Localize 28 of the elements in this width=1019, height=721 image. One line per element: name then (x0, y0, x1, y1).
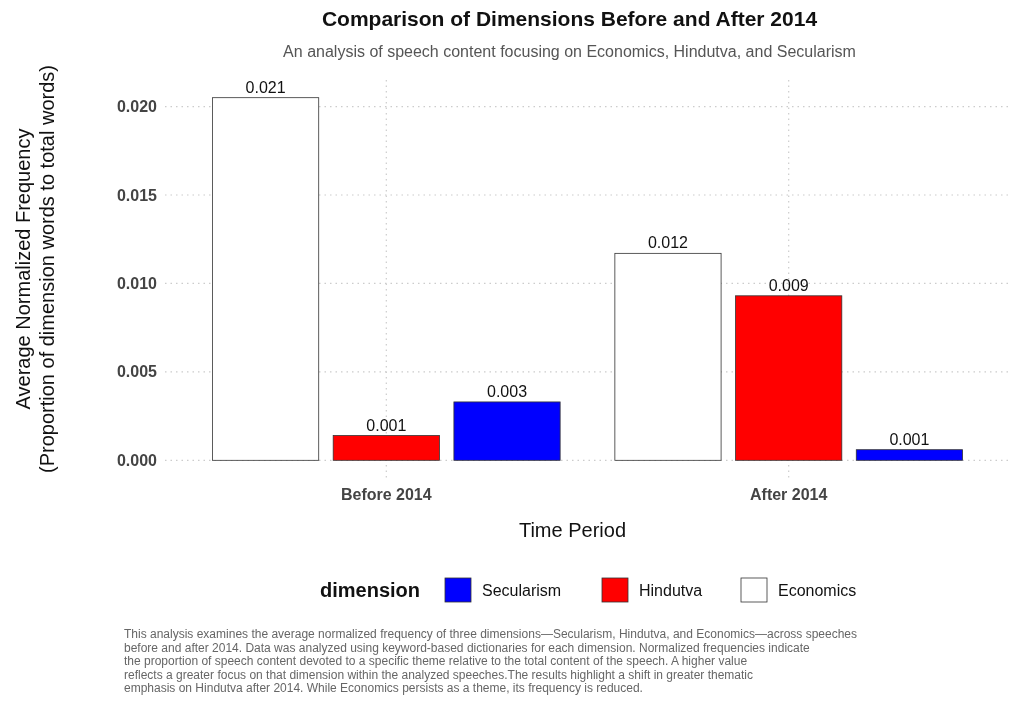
y-tick-label: 0.000 (116, 451, 158, 469)
bar (855, 449, 963, 461)
chart-title: Comparison of Dimensions Before and After 2014 (321, 7, 818, 30)
chart-subtitle: An analysis of speech content focusing on Economics, Hindutva, and Secularism (283, 43, 856, 60)
legend-title: dimension (320, 579, 421, 601)
data-label: 0.012 (647, 234, 689, 252)
text: This analysis examines the average normalized frequency of three dimensions—Secularism, Hindutva, and Economics—across speeches before and after 2014. Data was analyzed using keyword-based dictionaries for each dimension. Normalized frequencies indicate the proportion of speech content devoted to a specific theme relative to the total content of the speech. A higher value reflects a greater focus on that dimension within the analyzed speeches.The results highlight a shift in greater thematic emphasis on Hindutva after 2014. While Economics persists as a theme, its frequency is reduced. (124, 627, 858, 695)
data-label: 0.001 (889, 430, 930, 448)
y-tick-label: 0.005 (116, 363, 158, 381)
legend-label: Hindutva (639, 582, 703, 599)
bar (735, 295, 843, 461)
y-tick-label: 0.015 (116, 186, 158, 204)
x-tick-label: After 2014 (750, 486, 828, 503)
bar (212, 97, 320, 461)
data-label: 0.009 (768, 276, 809, 294)
bar (332, 435, 440, 461)
x-tick-label: Before 2014 (340, 486, 432, 503)
bar (453, 401, 561, 461)
data-label: 0.021 (245, 78, 286, 96)
x-axis-title: Time Period (518, 519, 627, 541)
y-axis-title: Average Normalized Frequency (Proportion of dimension words to total words) (12, 65, 58, 473)
bar (614, 252, 722, 461)
legend-label: Secularism (482, 582, 562, 599)
y-tick-label: 0.020 (116, 98, 158, 116)
data-label: 0.003 (487, 382, 528, 400)
data-label: 0.001 (366, 416, 407, 434)
legend-label: Economics (778, 582, 857, 599)
y-tick-label: 0.010 (116, 275, 158, 293)
